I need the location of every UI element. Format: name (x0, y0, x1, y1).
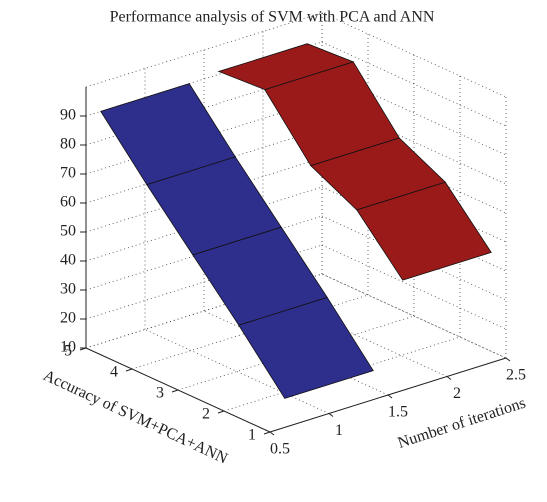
z-tick-label: 40 (60, 252, 76, 269)
grid-line (321, 41, 507, 127)
grid-line (321, 215, 507, 301)
z-tick-label: 10 (60, 339, 76, 356)
x-axis-label: Number of iterations (396, 395, 528, 452)
chart-title: Performance analysis of SVM with PCA and… (110, 9, 435, 26)
y-tick (263, 431, 271, 435)
z-tick-label: 70 (60, 165, 76, 182)
grid-line (144, 329, 330, 414)
x-tick-label: 1.5 (388, 404, 408, 421)
y-tick-label: 1 (248, 427, 256, 444)
grid-line (203, 310, 389, 396)
z-tick-label: 20 (60, 310, 76, 327)
x-tick (269, 431, 275, 436)
x-tick-label: 2 (453, 385, 461, 402)
y-tick-label: 2 (202, 406, 210, 423)
grid-line (321, 99, 507, 185)
y-tick-label: 3 (156, 385, 164, 402)
grid-line (321, 128, 507, 214)
x-tick-label: 0.5 (270, 441, 290, 458)
y-tick (217, 410, 225, 414)
x-tick-label: 1 (335, 422, 343, 439)
z-tick-label: 30 (60, 281, 76, 298)
z-tick-label: 60 (60, 194, 76, 211)
grid-line (321, 273, 507, 359)
box-edge (321, 12, 507, 98)
ribbon-segment (100, 83, 236, 186)
y-tick-label: 5 (64, 343, 72, 360)
y-tick (125, 368, 133, 372)
grid-line (321, 244, 507, 330)
x-tick-label: 2.5 (506, 367, 526, 384)
x-tick (387, 394, 393, 399)
grid-line (321, 70, 507, 156)
grid-line (321, 273, 507, 359)
y-tick (171, 389, 179, 393)
ribbon-segment (217, 43, 355, 90)
x-tick (328, 413, 334, 417)
z-tick-label: 80 (60, 136, 76, 153)
z-tick-label: 90 (60, 107, 76, 124)
x-tick (446, 376, 452, 380)
y-tick-label: 4 (110, 364, 118, 381)
z-tick-label: 50 (60, 223, 76, 240)
x-tick (505, 357, 511, 362)
